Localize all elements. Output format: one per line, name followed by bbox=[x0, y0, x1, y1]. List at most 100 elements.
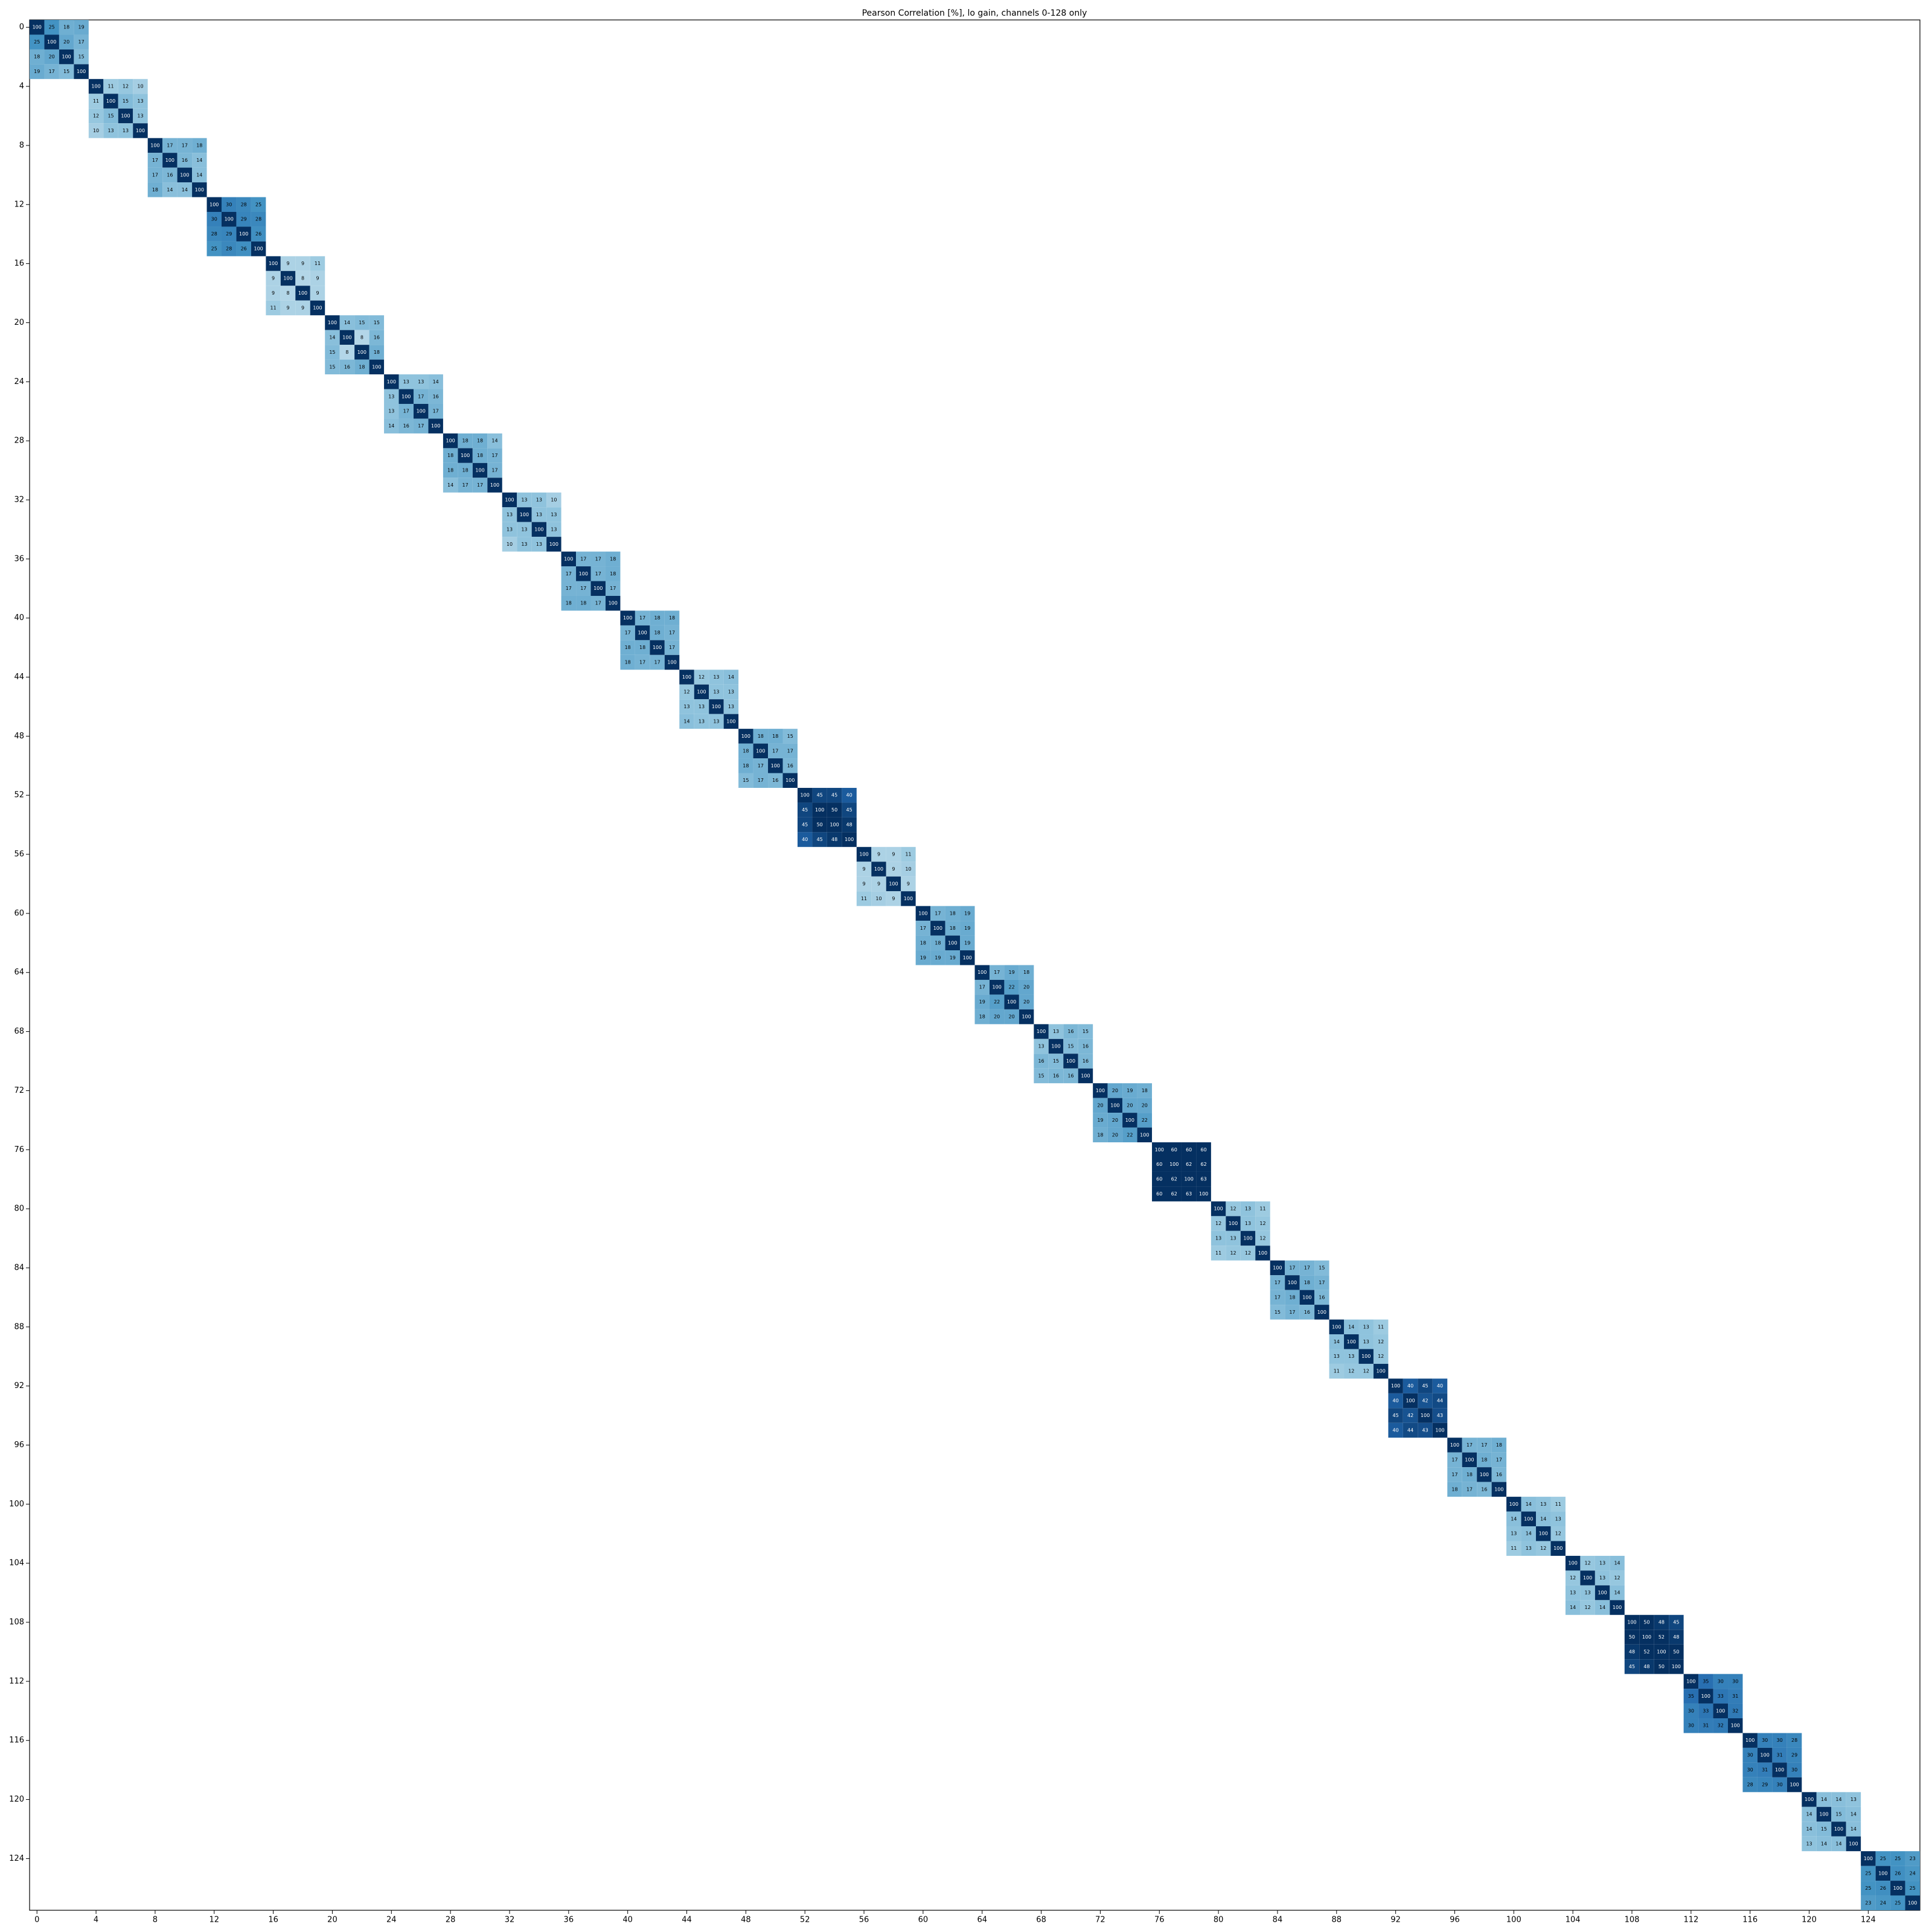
cell-label: 17 bbox=[669, 645, 675, 650]
heatmap-cell bbox=[856, 846, 872, 862]
heatmap-cell bbox=[1905, 1881, 1920, 1896]
cell-label: 100 bbox=[1243, 1236, 1252, 1241]
cell-label: 100 bbox=[1317, 1310, 1326, 1315]
heatmap-cell bbox=[487, 433, 502, 449]
cell-label: 13 bbox=[1215, 1236, 1221, 1241]
heatmap-cell bbox=[1802, 1792, 1817, 1807]
heatmap-cell bbox=[915, 921, 931, 936]
cell-label: 18 bbox=[935, 940, 941, 945]
cell-label: 19 bbox=[1127, 1088, 1133, 1093]
heatmap-cell bbox=[1093, 1098, 1108, 1113]
cell-label: 100 bbox=[1377, 1369, 1386, 1374]
cell-label: 18 bbox=[758, 734, 764, 739]
cell-label: 19 bbox=[34, 69, 40, 74]
heatmap-cell bbox=[1270, 1260, 1285, 1276]
cell-label: 18 bbox=[625, 660, 631, 665]
cell-label: 19 bbox=[950, 955, 956, 961]
cell-label: 16 bbox=[1083, 1058, 1089, 1064]
cell-label: 17 bbox=[669, 630, 675, 636]
cell-label: 17 bbox=[491, 468, 497, 473]
cell-label: 100 bbox=[1790, 1782, 1799, 1788]
cell-label: 11 bbox=[1259, 1206, 1265, 1212]
cell-label: 100 bbox=[1480, 1472, 1489, 1477]
heatmap-cell bbox=[723, 670, 739, 685]
heatmap-cell bbox=[576, 581, 591, 596]
cell-label: 18 bbox=[654, 615, 660, 621]
cell-label: 40 bbox=[1393, 1428, 1399, 1433]
cell-label: 11 bbox=[93, 98, 99, 104]
heatmap-cell bbox=[443, 448, 458, 463]
heatmap-cell bbox=[384, 374, 399, 389]
heatmap-cell bbox=[88, 108, 104, 124]
heatmap-cell bbox=[531, 522, 547, 537]
cell-label: 30 bbox=[1777, 1782, 1783, 1788]
heatmap-cell bbox=[310, 300, 325, 316]
cell-label: 13 bbox=[1555, 1516, 1561, 1521]
cell-label: 100 bbox=[653, 645, 662, 650]
cell-label: 62 bbox=[1201, 1162, 1207, 1167]
heatmap-cell bbox=[1462, 1482, 1477, 1497]
cell-label: 52 bbox=[1643, 1649, 1649, 1654]
heatmap-cell bbox=[989, 979, 1005, 995]
cell-label: 13 bbox=[388, 409, 394, 414]
heatmap-cell bbox=[1683, 1689, 1699, 1704]
cell-label: 13 bbox=[1053, 1029, 1059, 1034]
chart-title: Pearson Correlation [%], lo gain, channe… bbox=[862, 8, 1087, 18]
heatmap-cell bbox=[531, 507, 547, 522]
heatmap-cell bbox=[1580, 1555, 1595, 1571]
cell-label: 100 bbox=[1775, 1767, 1784, 1773]
heatmap-cell bbox=[1137, 1127, 1153, 1143]
cell-label: 100 bbox=[845, 837, 854, 842]
cell-label: 17 bbox=[1481, 1442, 1487, 1448]
heatmap-cell bbox=[797, 832, 813, 847]
heatmap-cell bbox=[1861, 1851, 1876, 1866]
heatmap-cell bbox=[1314, 1260, 1329, 1276]
heatmap-cell bbox=[1477, 1482, 1492, 1497]
heatmap-cell bbox=[1816, 1836, 1832, 1852]
heatmap-cell bbox=[59, 49, 74, 65]
heatmap-cell bbox=[1565, 1570, 1581, 1585]
heatmap-cell bbox=[221, 226, 237, 242]
cell-label: 45 bbox=[817, 793, 823, 798]
cell-label: 40 bbox=[846, 793, 852, 798]
heatmap-cell bbox=[1270, 1290, 1285, 1305]
heatmap-cell bbox=[206, 226, 222, 242]
cell-label: 26 bbox=[255, 231, 261, 237]
heatmap-cell bbox=[1019, 979, 1034, 995]
heatmap-cell bbox=[1152, 1186, 1167, 1201]
heatmap-cell bbox=[428, 418, 443, 433]
heatmap-cell bbox=[1048, 1024, 1064, 1039]
heatmap-cell bbox=[590, 551, 606, 567]
x-tick-label: 44 bbox=[682, 1916, 692, 1925]
cell-label: 13 bbox=[1570, 1590, 1576, 1596]
heatmap-cell bbox=[1654, 1644, 1669, 1660]
cell-label: 23 bbox=[1865, 1900, 1871, 1905]
heatmap-cell bbox=[768, 773, 783, 788]
cell-label: 16 bbox=[344, 364, 350, 369]
cell-label: 14 bbox=[433, 379, 439, 385]
heatmap-cell bbox=[635, 640, 650, 655]
heatmap-cell bbox=[1240, 1246, 1256, 1261]
cell-label: 28 bbox=[226, 246, 232, 252]
cell-label: 100 bbox=[180, 172, 189, 178]
heatmap-cell bbox=[413, 374, 429, 389]
cell-label: 19 bbox=[935, 955, 941, 961]
heatmap-cell bbox=[118, 108, 133, 124]
heatmap-cell bbox=[886, 846, 901, 862]
heatmap-cell bbox=[133, 123, 148, 138]
x-tick-label: 116 bbox=[1742, 1916, 1758, 1925]
heatmap-cell bbox=[1742, 1777, 1758, 1793]
cell-label: 15 bbox=[743, 778, 749, 783]
heatmap-cell bbox=[1122, 1083, 1137, 1098]
cell-label: 17 bbox=[1451, 1472, 1457, 1477]
heatmap-cell bbox=[1240, 1201, 1256, 1217]
heatmap-cell bbox=[162, 153, 178, 168]
heatmap-cell bbox=[1107, 1113, 1123, 1128]
y-tick-label: 68 bbox=[14, 1027, 24, 1036]
cell-label: 100 bbox=[1701, 1694, 1710, 1699]
heatmap-cell bbox=[901, 846, 916, 862]
heatmap-cell bbox=[1181, 1157, 1197, 1172]
cell-label: 17 bbox=[1275, 1294, 1281, 1300]
cell-label: 18 bbox=[196, 142, 202, 148]
cell-label: 12 bbox=[1570, 1575, 1576, 1581]
